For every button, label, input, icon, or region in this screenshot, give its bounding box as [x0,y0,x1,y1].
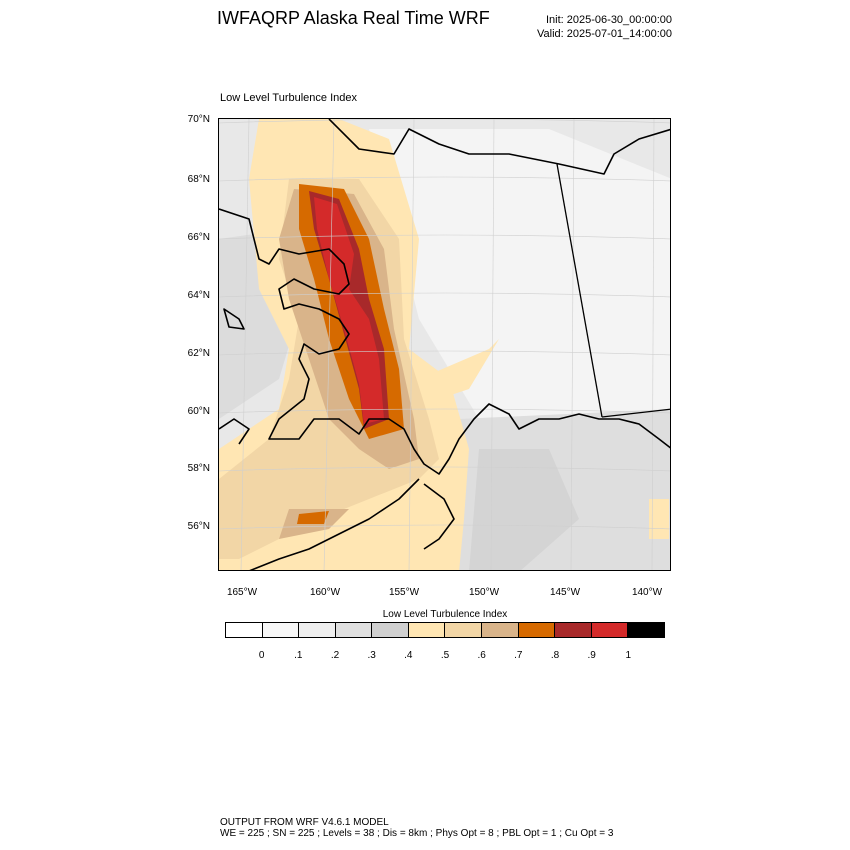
colorbar-swatch [482,623,519,637]
init-time: Init: 2025-06-30_00:00:00 [546,14,672,26]
lat-label: 64°N [187,290,210,301]
lat-label: 66°N [187,232,210,243]
colorbar-swatch [518,623,556,637]
lat-label: 70°N [187,114,210,125]
footer-line-2: WE = 225 ; SN = 225 ; Levels = 38 ; Dis … [220,828,614,839]
colorbar-tick-label: .2 [330,650,340,661]
run-info: Init: 2025-06-30_00:00:00 Valid: 2025-07… [537,13,672,41]
lat-label: 62°N [187,348,210,359]
colorbar-tick-label: .8 [550,650,560,661]
model-footer: OUTPUT FROM WRF V4.6.1 MODEL WE = 225 ; … [220,817,613,839]
footer-line-1: OUTPUT FROM WRF V4.6.1 MODEL [220,817,389,828]
lat-label: 56°N [187,521,210,532]
colorbar-tick-label: 0 [258,650,265,661]
colorbar-tick-label: 1 [625,650,632,661]
colorbar-tick-label: .3 [367,650,376,661]
colorbar-swatch [555,623,592,637]
colorbar-swatch [226,623,263,637]
colorbar-tick-label: .4 [404,650,413,661]
colorbar-swatch [262,623,300,637]
lon-label: 155°W [388,587,420,598]
field-light-interior [369,129,670,419]
colorbar-swatch [335,623,373,637]
lon-label: 145°W [549,587,581,598]
colorbar [225,622,665,638]
colorbar-tick-label: .7 [514,650,523,661]
colorbar-title: Low Level Turbulence Index [382,609,508,620]
colorbar-swatch [591,623,629,637]
lat-label: 68°N [187,174,210,185]
graticule [219,119,670,570]
colorbar-swatch [372,623,409,637]
field-level-07-peninsula [297,511,329,524]
lat-label: 58°N [187,463,210,474]
lon-label: 165°W [226,587,258,598]
colorbar-swatch [408,623,446,637]
field-gulf-shade-2 [469,449,579,570]
panel-title: Low Level Turbulence Index [220,92,357,104]
canada-border [556,163,670,418]
field-level-04-streak [419,339,499,399]
colorbar-swatch [628,623,664,637]
valid-time: Valid: 2025-07-01_14:00:00 [537,28,672,40]
colorbar-tick-label: .1 [294,650,303,661]
coastline [219,119,670,570]
lon-label: 140°W [631,587,663,598]
field-level-09 [314,197,384,424]
lon-label: 150°W [468,587,500,598]
colorbar-tick-label: .6 [477,650,486,661]
lon-label: 160°W [309,587,341,598]
colorbar-tick-label: .9 [587,650,596,661]
lat-label: 60°N [187,406,210,417]
colorbar-tick-label: .5 [440,650,450,661]
colorbar-swatch [299,623,336,637]
colorbar-swatch [445,623,483,637]
map-panel [218,118,671,571]
turbulence-map [219,119,670,570]
main-title: IWFAQRP Alaska Real Time WRF [217,8,490,28]
